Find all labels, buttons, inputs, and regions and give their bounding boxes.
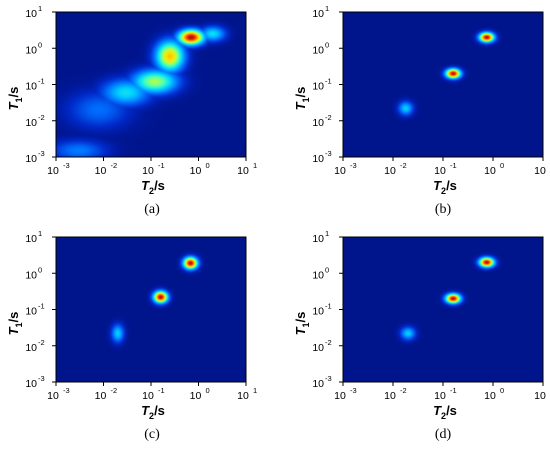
y-tick-exponent: -1 xyxy=(325,302,332,311)
x-tick-exponent: -3 xyxy=(63,386,70,395)
y-tick-exponent: -1 xyxy=(38,77,45,86)
y-tick-exponent: 0 xyxy=(325,40,329,49)
y-axis-label: T1/s xyxy=(293,312,311,336)
heatmap-image xyxy=(343,237,543,382)
x-tick-label: 10 xyxy=(237,390,249,402)
x-tick-exponent: -2 xyxy=(400,161,407,170)
y-tick-exponent: -2 xyxy=(38,338,45,347)
panel-a: 10 -3 10 -2 10 -1 10 0 10 110 110 010 -110 -210 -3T2/s… xyxy=(6,4,257,217)
x-tick-exponent: -3 xyxy=(350,386,357,395)
heatmap-image xyxy=(56,237,246,382)
x-tick-label: 10 xyxy=(434,165,446,177)
y-tick-label: 10 xyxy=(25,44,37,56)
x-tick-label: 10 xyxy=(434,390,446,402)
y-tick-label: 10 xyxy=(25,306,37,318)
panel-b: 10-310-210-110010110110010-110-210-3T2/s… xyxy=(293,4,546,217)
x-tick-label: 10 xyxy=(190,165,202,177)
x-tick-exponent: -3 xyxy=(350,161,357,170)
x-tick-label: 10 xyxy=(534,390,546,402)
x-tick-label: 10 xyxy=(334,165,346,177)
y-tick-label: 10 xyxy=(25,233,37,245)
y-tick-exponent: -1 xyxy=(38,302,45,311)
x-axis-label: T2/s xyxy=(433,178,457,196)
x-tick-label: 10 xyxy=(95,390,107,402)
y-tick-label: 10 xyxy=(312,378,324,390)
y-tick-label: 10 xyxy=(25,153,37,165)
y-tick-exponent: -3 xyxy=(38,374,45,383)
x-tick-label: 10 xyxy=(384,390,396,402)
x-tick-label: 10 xyxy=(47,165,59,177)
y-tick-label: 10 xyxy=(312,153,324,165)
panel-caption: (d) xyxy=(435,427,452,442)
y-tick-label: 10 xyxy=(25,342,37,354)
x-tick-label: 10 xyxy=(484,390,496,402)
x-axis-label: T2/s xyxy=(433,403,457,421)
panel-caption: (a) xyxy=(144,202,160,217)
y-tick-label: 10 xyxy=(25,81,37,93)
y-tick-exponent: -2 xyxy=(38,113,45,122)
heatmap-image xyxy=(56,12,246,157)
x-tick-exponent: -1 xyxy=(158,161,165,170)
y-tick-exponent: 1 xyxy=(38,229,42,238)
x-tick-label: 10 xyxy=(384,165,396,177)
x-tick-exponent: 0 xyxy=(206,386,210,395)
panel-d: 10-310-210-110010110110010-110-210-3T2/s… xyxy=(293,229,546,442)
y-tick-label: 10 xyxy=(312,117,324,129)
y-axis-label: T1/s xyxy=(6,87,24,111)
y-tick-label: 10 xyxy=(312,306,324,318)
y-tick-label: 10 xyxy=(312,233,324,245)
y-tick-label: 10 xyxy=(25,117,37,129)
x-tick-exponent: -1 xyxy=(158,386,165,395)
x-tick-label: 10 xyxy=(142,165,154,177)
panel-caption: (b) xyxy=(435,202,452,217)
x-axis-label: T2/s xyxy=(141,178,165,196)
y-tick-label: 10 xyxy=(312,342,324,354)
x-axis-label: T2/s xyxy=(141,403,165,421)
x-tick-exponent: 1 xyxy=(253,161,257,170)
x-tick-label: 10 xyxy=(95,165,107,177)
x-tick-exponent: -1 xyxy=(450,386,457,395)
y-tick-exponent: -3 xyxy=(325,374,332,383)
y-tick-label: 10 xyxy=(312,44,324,56)
y-tick-exponent: 1 xyxy=(325,229,329,238)
y-tick-label: 10 xyxy=(25,378,37,390)
x-tick-label: 10 xyxy=(190,390,202,402)
y-tick-label: 10 xyxy=(312,269,324,281)
x-tick-exponent: 0 xyxy=(206,161,210,170)
heatmap-image xyxy=(343,12,543,157)
y-tick-exponent: 0 xyxy=(38,40,42,49)
x-tick-label: 10 xyxy=(237,165,249,177)
y-tick-exponent: 0 xyxy=(325,265,329,274)
x-tick-label: 10 xyxy=(484,165,496,177)
y-tick-label: 10 xyxy=(312,8,324,20)
x-tick-exponent: -3 xyxy=(63,161,70,170)
y-axis-label: T1/s xyxy=(293,87,311,111)
x-tick-exponent: 1 xyxy=(253,386,257,395)
y-tick-exponent: 0 xyxy=(38,265,42,274)
y-tick-exponent: -3 xyxy=(325,149,332,158)
y-tick-exponent: -1 xyxy=(325,77,332,86)
x-tick-exponent: -2 xyxy=(111,161,118,170)
x-tick-label: 10 xyxy=(534,165,546,177)
x-tick-label: 10 xyxy=(142,390,154,402)
y-tick-label: 10 xyxy=(25,8,37,20)
x-tick-exponent: -2 xyxy=(111,386,118,395)
y-axis-label: T1/s xyxy=(6,312,24,336)
y-tick-exponent: 1 xyxy=(38,4,42,13)
x-tick-exponent: 0 xyxy=(500,386,504,395)
y-tick-label: 10 xyxy=(312,81,324,93)
y-tick-exponent: 1 xyxy=(325,4,329,13)
x-tick-label: 10 xyxy=(334,390,346,402)
x-tick-exponent: -1 xyxy=(450,161,457,170)
x-tick-label: 10 xyxy=(47,390,59,402)
y-tick-exponent: -2 xyxy=(325,338,332,347)
y-tick-exponent: -2 xyxy=(325,113,332,122)
panel-caption: (c) xyxy=(144,427,160,442)
y-tick-exponent: -3 xyxy=(38,149,45,158)
panel-c: 10 -3 10 -2 10 -1 10 0 10 110 110 010 -110 -210 -3T2/s… xyxy=(6,229,257,442)
y-tick-label: 10 xyxy=(25,269,37,281)
x-tick-exponent: -2 xyxy=(400,386,407,395)
x-tick-exponent: 0 xyxy=(500,161,504,170)
